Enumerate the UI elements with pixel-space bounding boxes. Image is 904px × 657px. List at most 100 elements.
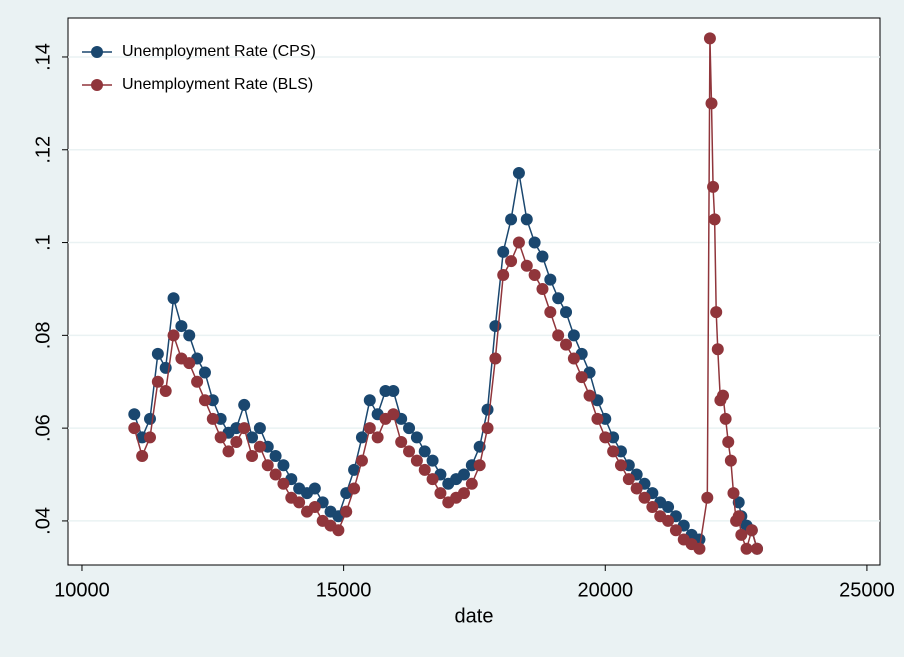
point	[403, 445, 416, 458]
point	[560, 306, 573, 319]
point	[183, 329, 196, 342]
point	[614, 459, 627, 472]
point	[732, 510, 745, 523]
point	[198, 366, 211, 379]
point	[732, 496, 745, 509]
point	[363, 394, 376, 407]
point	[701, 491, 714, 504]
point	[528, 236, 541, 249]
y-tick-label: .14	[32, 43, 54, 71]
point	[363, 422, 376, 435]
point	[591, 412, 604, 425]
point	[505, 255, 518, 268]
point	[206, 412, 219, 425]
point	[497, 245, 510, 258]
point	[426, 473, 439, 486]
point	[693, 542, 706, 555]
point	[246, 449, 259, 462]
point	[340, 505, 353, 518]
point	[638, 491, 651, 504]
point	[481, 422, 494, 435]
point	[489, 352, 502, 365]
point	[544, 306, 557, 319]
point	[465, 477, 478, 490]
point	[269, 468, 282, 481]
point	[418, 463, 431, 476]
point	[567, 329, 580, 342]
point	[607, 445, 620, 458]
point	[745, 524, 758, 537]
point	[348, 482, 361, 495]
point	[246, 431, 259, 444]
point	[277, 459, 290, 472]
point	[481, 403, 494, 416]
point	[717, 389, 730, 402]
point	[253, 422, 266, 435]
point	[183, 357, 196, 370]
point	[457, 468, 470, 481]
point	[536, 282, 549, 295]
point	[175, 320, 188, 333]
point	[520, 213, 533, 226]
point	[355, 454, 368, 467]
y-tick-label: .08	[32, 321, 54, 349]
point	[410, 454, 423, 467]
point	[238, 398, 251, 411]
point	[277, 477, 290, 490]
point	[418, 445, 431, 458]
point	[630, 482, 643, 495]
point	[512, 236, 525, 249]
point	[544, 273, 557, 286]
point	[238, 422, 251, 435]
point	[528, 269, 541, 282]
point	[520, 259, 533, 272]
point	[151, 375, 164, 388]
point	[426, 454, 439, 467]
point	[308, 501, 321, 514]
point	[261, 459, 274, 472]
point	[552, 329, 565, 342]
point	[575, 371, 588, 384]
point	[198, 394, 211, 407]
point	[512, 166, 525, 179]
point	[230, 436, 243, 449]
point	[355, 431, 368, 444]
point	[144, 412, 157, 425]
point	[724, 454, 737, 467]
point	[740, 542, 753, 555]
point	[735, 528, 748, 541]
point	[552, 292, 565, 305]
x-tick-label: 15000	[316, 579, 372, 601]
point	[599, 431, 612, 444]
x-tick-label: 10000	[54, 579, 110, 601]
point	[332, 524, 345, 537]
legend-marker	[91, 46, 103, 58]
point	[128, 422, 141, 435]
point	[457, 487, 470, 500]
x-axis-label: date	[455, 605, 494, 627]
y-tick-label: .1	[32, 234, 54, 251]
point	[751, 542, 764, 555]
point	[269, 449, 282, 462]
legend-label: Unemployment Rate (BLS)	[122, 76, 313, 93]
point	[669, 524, 682, 537]
point	[128, 408, 141, 421]
point	[560, 338, 573, 351]
point	[705, 97, 718, 110]
y-tick-label: .12	[32, 136, 54, 164]
point	[136, 449, 149, 462]
point	[395, 436, 408, 449]
point	[473, 459, 486, 472]
legend-marker	[91, 79, 103, 91]
point	[703, 32, 716, 45]
point	[567, 352, 580, 365]
point	[497, 269, 510, 282]
plot-area	[67, 17, 881, 566]
y-tick-label: .06	[32, 414, 54, 442]
point	[144, 431, 157, 444]
point	[387, 408, 400, 421]
point	[710, 306, 723, 319]
point	[191, 375, 204, 388]
